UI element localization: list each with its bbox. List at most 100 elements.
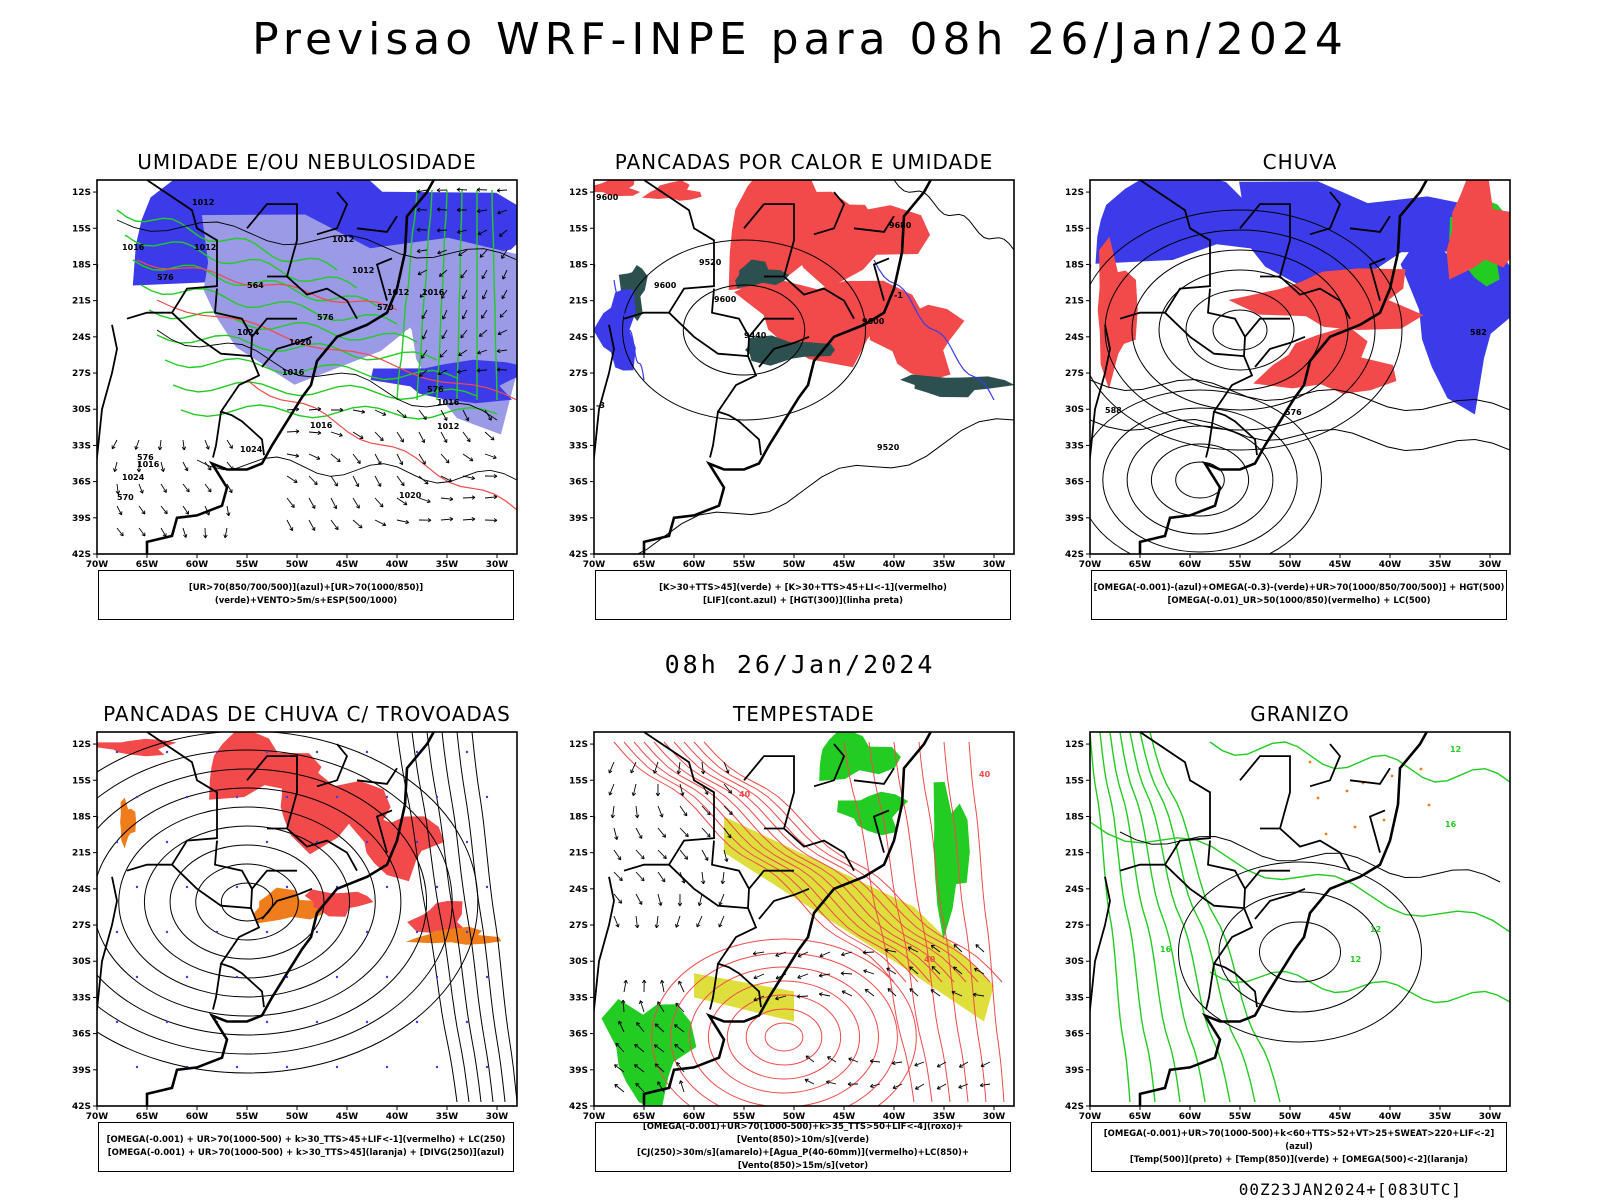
wind-arrow-head xyxy=(416,207,421,213)
contour-label: 582 xyxy=(1470,328,1487,337)
wind-arrow-head xyxy=(501,254,505,259)
wind-arrow xyxy=(226,439,233,449)
humidity-contour xyxy=(140,284,398,325)
wind-arrow xyxy=(396,475,405,486)
country-border xyxy=(1207,288,1258,456)
wind-arrow-head xyxy=(379,503,384,508)
divergence-dot xyxy=(265,750,269,754)
wind-arrow xyxy=(436,229,448,232)
country-border xyxy=(1139,180,1211,314)
wind-arrow xyxy=(937,1083,947,1090)
country-border xyxy=(748,869,794,890)
temp500-contour xyxy=(1218,891,1382,1013)
wind-arrow-head xyxy=(640,855,645,860)
wind-arrow-head xyxy=(497,210,502,215)
streamline xyxy=(97,749,453,1055)
legend-caption: [OMEGA(-0.001)+UR>70(1000-500)+k<60+TTS>… xyxy=(1091,1122,1507,1172)
divergence-dot xyxy=(485,795,489,799)
legend-line: [CJ(250)>30m/s](amarelo)+[Agua_P(40-60mm… xyxy=(636,1148,970,1171)
wind-arrow xyxy=(632,783,637,796)
wind-arrow xyxy=(418,453,426,465)
wind-arrow-head xyxy=(718,923,723,928)
wind-arrow xyxy=(892,1061,903,1064)
wind-arrow xyxy=(160,461,164,472)
pw-contour xyxy=(651,938,917,1106)
streamline xyxy=(456,732,506,1103)
country-border xyxy=(356,767,398,785)
streamline xyxy=(426,732,482,1103)
wind-arrow-head xyxy=(653,769,658,774)
wind-arrow-head xyxy=(476,187,481,192)
wind-arrow xyxy=(484,453,497,459)
lat-label: 39S xyxy=(72,514,91,524)
wind-arrow-head xyxy=(630,769,635,774)
omega-dot xyxy=(1324,832,1328,836)
lon-label: 70W xyxy=(1079,560,1102,570)
wind-arrow xyxy=(418,431,425,443)
country-border xyxy=(813,743,846,788)
map-panel-6: 12 16 12 12 16 12S 15S 18S 21S 24S 27S 30S 33S 36S 39S… xyxy=(1065,731,1511,1122)
divergence-dot xyxy=(335,795,339,799)
wind-arrow-head xyxy=(115,490,121,495)
wind-arrow xyxy=(374,497,384,508)
wind-arrow xyxy=(481,269,488,279)
contour-label: 564 xyxy=(247,281,264,290)
wind-arrow-head xyxy=(660,979,665,984)
wind-arrow-head xyxy=(471,475,476,481)
wind-arrow-head xyxy=(185,488,190,493)
wind-arrow-head xyxy=(334,482,338,487)
divergence-dot xyxy=(485,1065,489,1069)
wind-arrow-head xyxy=(617,856,622,861)
contour-label: 1012 xyxy=(387,288,409,297)
wind-arrow xyxy=(374,519,386,526)
wind-arrow-head xyxy=(679,1080,684,1085)
wind-arrow xyxy=(614,1084,625,1093)
country-border xyxy=(1205,963,1215,1010)
wind-arrow xyxy=(608,761,615,774)
lat-label: 21S xyxy=(72,297,91,307)
divergence-dot xyxy=(435,975,439,979)
wind-arrow-head xyxy=(720,880,726,885)
lon-label: 30W xyxy=(983,560,1006,570)
wind-arrow-head xyxy=(951,990,956,995)
lat-label: 42S xyxy=(72,1102,91,1112)
contour-label: 570 xyxy=(117,493,134,502)
lon-label: 50W xyxy=(1279,560,1302,570)
map-frame xyxy=(96,731,518,1107)
divergence-dot xyxy=(365,840,369,844)
wind-arrow xyxy=(723,783,732,794)
lon-label: 35W xyxy=(1429,560,1452,570)
wind-arrow xyxy=(885,949,897,953)
wind-arrow xyxy=(819,973,831,977)
footer-run-info: 00Z23JAN2024+[083UTC] xyxy=(1238,1180,1462,1199)
legend-line: [OMEGA(-0.001) + UR>70(1000-500) + k>30_… xyxy=(107,1148,505,1158)
lat-label: 36S xyxy=(72,478,91,488)
divergence-dot xyxy=(485,885,489,889)
humidity-contour xyxy=(148,309,418,343)
wind-arrow-head xyxy=(931,965,936,970)
wind-arrow xyxy=(674,1044,685,1053)
wind-arrow-head xyxy=(496,188,501,193)
lat-label: 21S xyxy=(1065,849,1084,859)
lat-label: 30S xyxy=(1065,405,1084,415)
wind-arrow-head xyxy=(402,414,407,419)
wind-arrow xyxy=(951,991,963,997)
divergence-dot xyxy=(315,930,319,934)
wind-arrow xyxy=(116,505,123,516)
wind-arrow xyxy=(639,1000,645,1013)
wind-arrow-head xyxy=(445,459,450,464)
wind-arrow xyxy=(819,951,831,957)
divergence-dot xyxy=(385,885,389,889)
wind-arrow-head xyxy=(185,510,190,515)
wind-arrow-head xyxy=(636,1022,641,1027)
wind-arrow-head xyxy=(136,468,142,473)
wind-arrow-head xyxy=(936,1085,941,1090)
wind-arrow xyxy=(286,497,295,508)
wind-arrow xyxy=(462,431,471,442)
divergence-dot xyxy=(465,930,469,934)
wind-arrow-head xyxy=(356,460,361,464)
wind-arrow xyxy=(439,269,448,277)
lat-label: 33S xyxy=(569,441,588,451)
wind-arrow-head xyxy=(840,971,845,976)
legend-caption: [OMEGA(-0.001)-(azul)+OMEGA(-0.3)-(verde… xyxy=(1091,570,1507,620)
